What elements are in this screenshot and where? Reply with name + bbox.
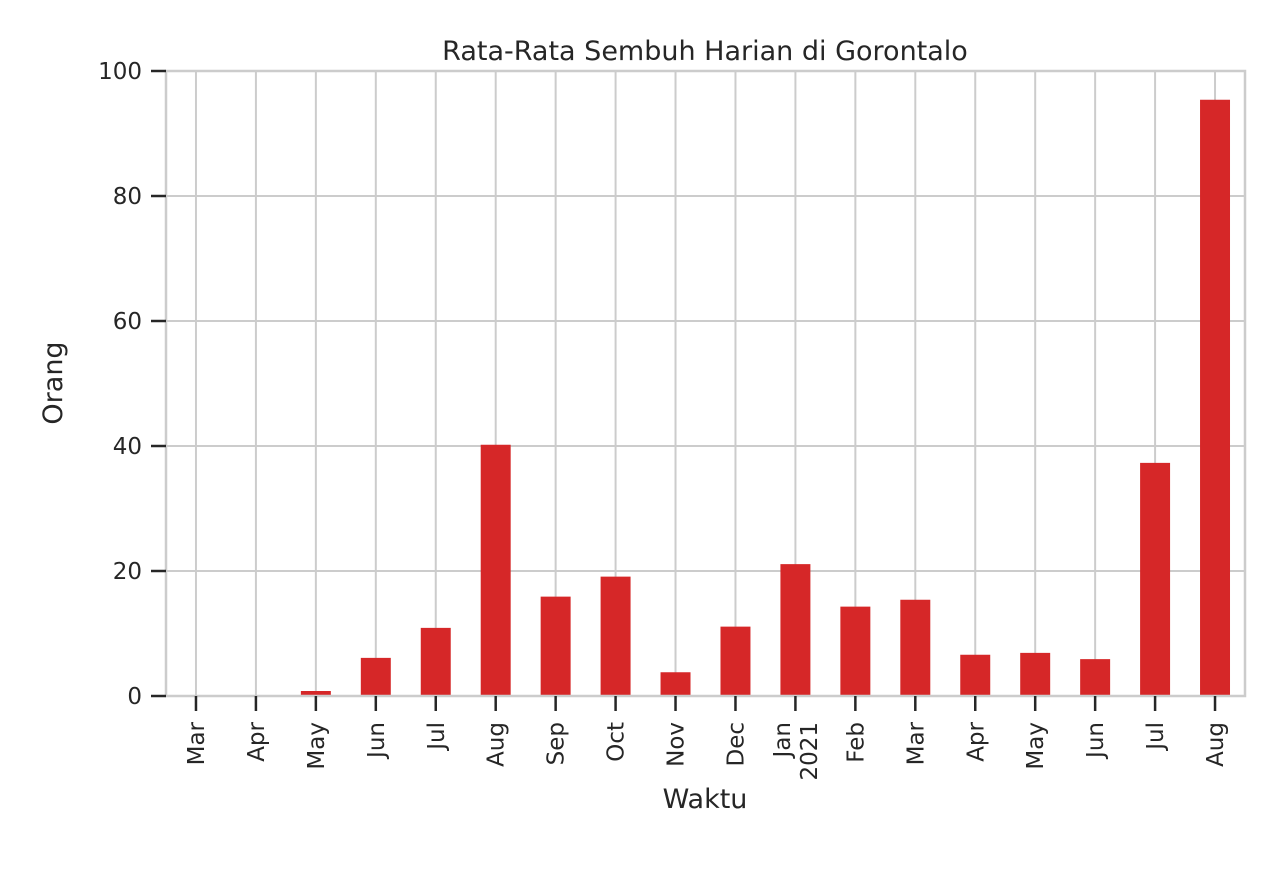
plot-border — [164, 69, 1247, 698]
x-tick-label: Oct — [604, 722, 630, 762]
y-tick-label: 100 — [98, 59, 142, 85]
bar — [360, 657, 391, 696]
y-axis-ticks: 0 20 40 60 80 100 — [98, 59, 166, 710]
x-tick-label: Jun — [1083, 722, 1109, 760]
x-tick-label: Feb — [843, 722, 869, 763]
grid-lines — [166, 70, 1245, 697]
bar — [960, 654, 991, 696]
bar — [1020, 652, 1051, 696]
y-tick-label: 40 — [113, 434, 142, 460]
x-tick-label: Mar — [184, 721, 210, 765]
bar — [720, 626, 751, 696]
plot-frame — [164, 69, 1247, 698]
x-tick-label: Nov — [664, 722, 690, 767]
x-axis-ticks: Mar Apr May Jun Jul Aug Sep Oct Nov Dec Jan2021 Feb… — [184, 696, 1229, 781]
x-tick-label: May — [304, 722, 330, 770]
bar — [480, 444, 511, 696]
x-tick-label: Jan2021 — [770, 722, 823, 781]
y-tick-label: 20 — [113, 559, 142, 585]
bar — [1080, 659, 1111, 696]
bar — [900, 599, 931, 696]
y-tick-label: 0 — [127, 684, 142, 710]
x-tick-label: Jul — [424, 722, 450, 752]
x-tick-label: Jul — [1143, 722, 1169, 752]
bar — [600, 576, 631, 696]
bar — [660, 672, 691, 696]
y-tick-label: 80 — [113, 184, 142, 210]
x-tick-label: May — [1023, 722, 1049, 770]
x-tick-label: Aug — [484, 722, 510, 767]
x-tick-label: Apr — [244, 721, 270, 761]
x-tick-label: Mar — [903, 721, 929, 765]
y-tick-label: 60 — [113, 309, 142, 335]
bar — [300, 691, 331, 696]
y-axis-label: Orang — [38, 341, 69, 424]
x-tick-label: Aug — [1203, 722, 1229, 767]
x-tick-label: Jun — [364, 722, 390, 760]
bar — [420, 627, 451, 696]
x-tick-label: Apr — [963, 721, 989, 761]
chart-title: Rata-Rata Sembuh Harian di Gorontalo — [442, 36, 968, 67]
x-tick-label: Dec — [723, 722, 749, 767]
bars — [300, 99, 1231, 696]
bar — [1140, 462, 1171, 696]
x-axis-label: Waktu — [663, 784, 748, 815]
bar — [840, 606, 871, 696]
x-tick-label: Sep — [544, 722, 570, 765]
bar — [540, 596, 571, 696]
bar — [780, 564, 811, 696]
bar — [1200, 99, 1231, 696]
